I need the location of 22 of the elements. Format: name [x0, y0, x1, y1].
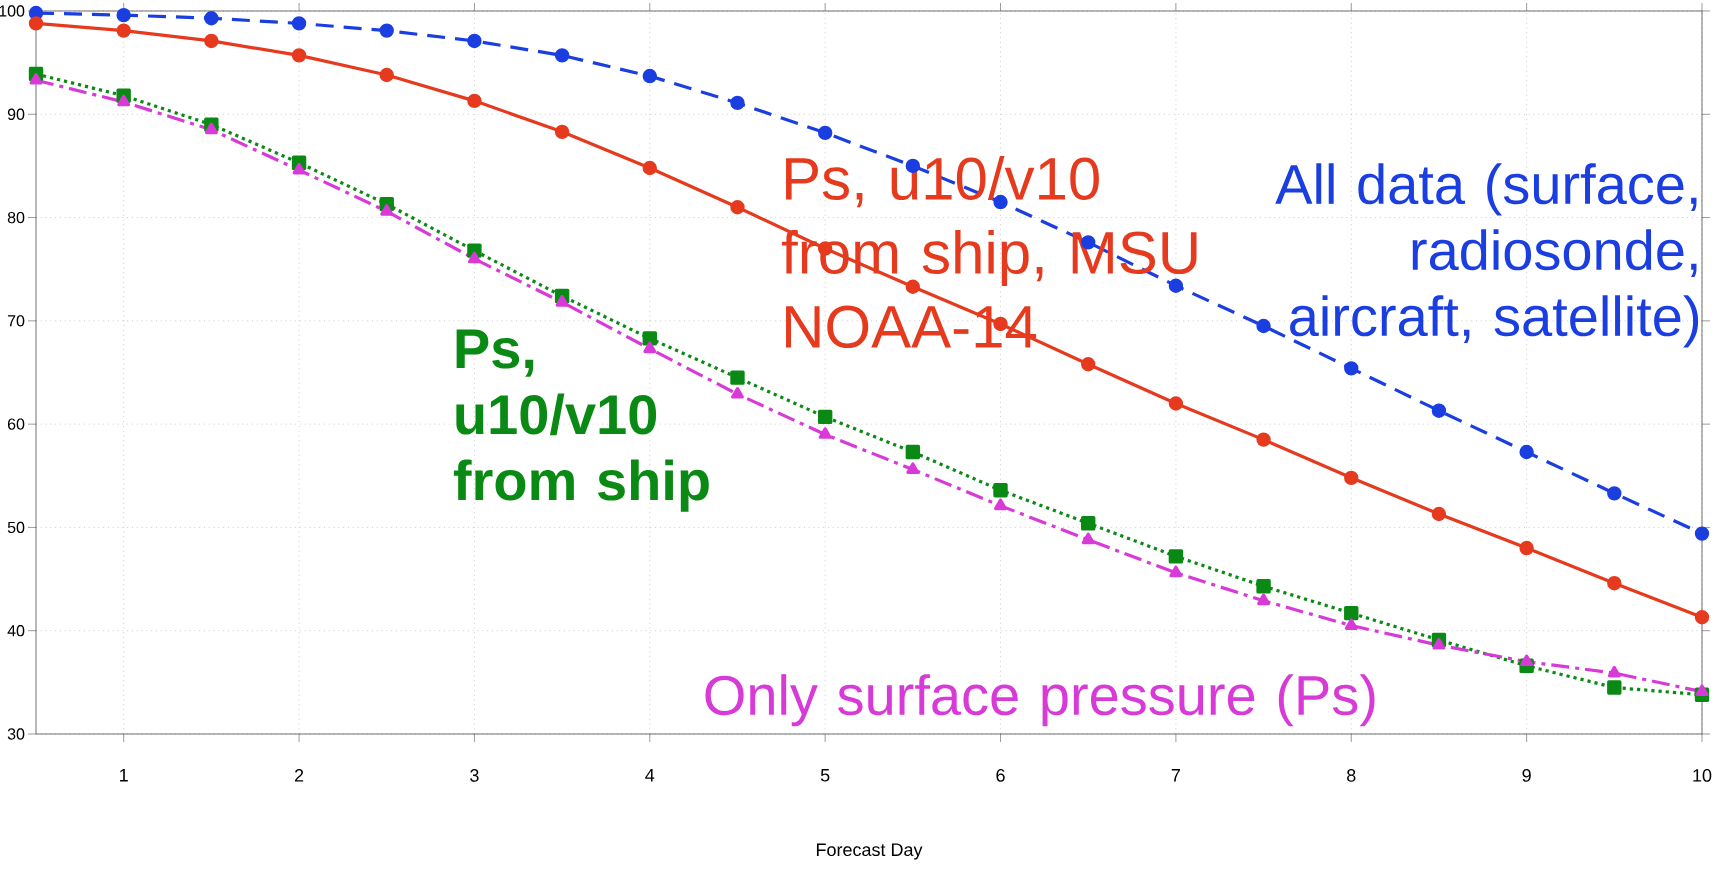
y-tick-label: 30 — [7, 728, 25, 740]
x-tick-label: 1 — [120, 769, 128, 782]
x-tick-label: 5 — [820, 769, 830, 782]
y-tick-label: 70 — [7, 315, 25, 327]
x-tick-label: 6 — [996, 769, 1005, 782]
series-label: Only surface pressure (Ps) — [705, 674, 1375, 727]
x-tick-label: 8 — [1347, 769, 1356, 782]
x-tick-label: 2 — [294, 769, 304, 782]
y-tick-label: 50 — [7, 521, 25, 534]
series-label: Ps, u10/v10 from ship — [453, 329, 709, 512]
y-tick-label: 90 — [7, 108, 25, 120]
x-tick-label: 10 — [1693, 769, 1712, 782]
y-tick-label: 100 — [0, 5, 25, 17]
y-tick-label: 60 — [7, 418, 25, 430]
x-axis-title: Forecast Day — [816, 843, 923, 860]
x-tick-label: 3 — [470, 769, 479, 782]
series-label: All data (surface, radiosonde, aircraft, satellite) — [1275, 163, 1699, 348]
x-tick-label: 7 — [1171, 769, 1180, 782]
x-tick-label: 9 — [1522, 769, 1531, 782]
y-tick-label: 80 — [7, 211, 25, 224]
x-tick-label: 4 — [645, 769, 655, 782]
y-tick-label: 40 — [7, 625, 25, 637]
